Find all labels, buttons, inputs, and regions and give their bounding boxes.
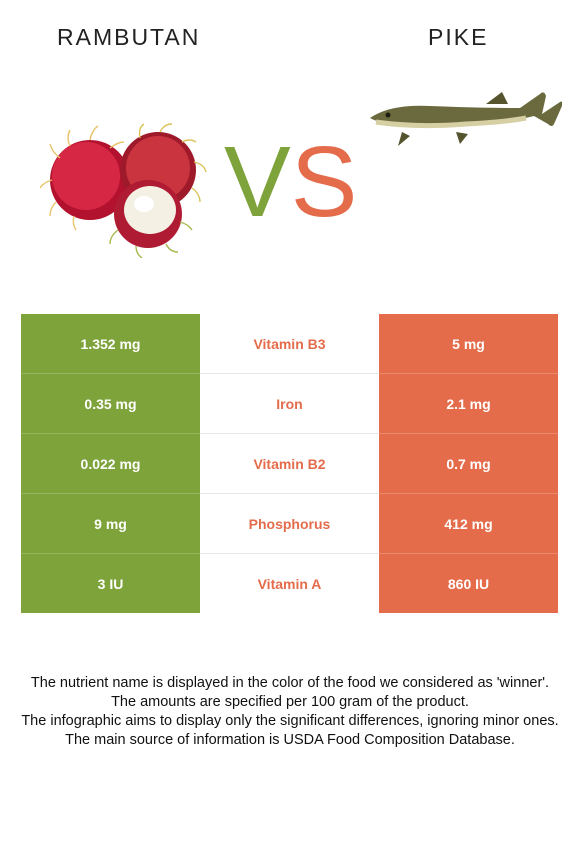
rambutan-image (40, 123, 207, 258)
pike-value: 0.7 mg (379, 433, 558, 494)
pike-value: 860 IU (379, 553, 558, 613)
footer-note: The amounts are specified per 100 gram o… (111, 694, 469, 710)
footer-notes: The nutrient name is displayed in the co… (20, 674, 560, 750)
table-row: 3 IU Vitamin A 860 IU (21, 553, 558, 613)
vs-letter-v: V (224, 126, 291, 238)
footer-note: The nutrient name is displayed in the co… (30, 675, 550, 691)
rambutan-value: 0.022 mg (21, 433, 200, 494)
nutrient-name: Phosphorus (200, 493, 379, 554)
pike-value: 5 mg (379, 314, 558, 374)
table-row: 0.022 mg Vitamin B2 0.7 mg (21, 433, 558, 494)
nutrient-name: Iron (200, 373, 379, 434)
table-row: 0.35 mg Iron 2.1 mg (21, 373, 558, 434)
left-food-title: RAMBUTAN (57, 24, 201, 50)
rambutan-value: 9 mg (21, 493, 200, 554)
pike-value: 412 mg (379, 493, 558, 554)
vs-label: VS (224, 132, 357, 232)
vs-letter-s: S (290, 126, 358, 238)
footer-note: The main source of information is USDA F… (65, 732, 515, 748)
rambutan-fruit-peeled (109, 180, 193, 258)
comparison-table: 1.352 mg Vitamin B3 5 mg 0.35 mg Iron 2.… (21, 314, 558, 613)
table-row: 9 mg Phosphorus 412 mg (21, 493, 558, 554)
table-row: 1.352 mg Vitamin B3 5 mg (21, 314, 558, 374)
nutrient-name: Vitamin B3 (200, 314, 379, 374)
footer-note: The infographic aims to display only the… (21, 713, 559, 729)
rambutan-value: 0.35 mg (21, 373, 200, 434)
nutrient-name: Vitamin A (200, 553, 379, 613)
right-food-title: PIKE (428, 24, 489, 50)
rambutan-value: 3 IU (21, 553, 200, 613)
rambutan-value: 1.352 mg (21, 314, 200, 374)
rambutan-fruit-left (40, 125, 139, 231)
pike-image (370, 92, 562, 146)
pike-value: 2.1 mg (379, 373, 558, 434)
nutrient-name: Vitamin B2 (200, 433, 379, 494)
